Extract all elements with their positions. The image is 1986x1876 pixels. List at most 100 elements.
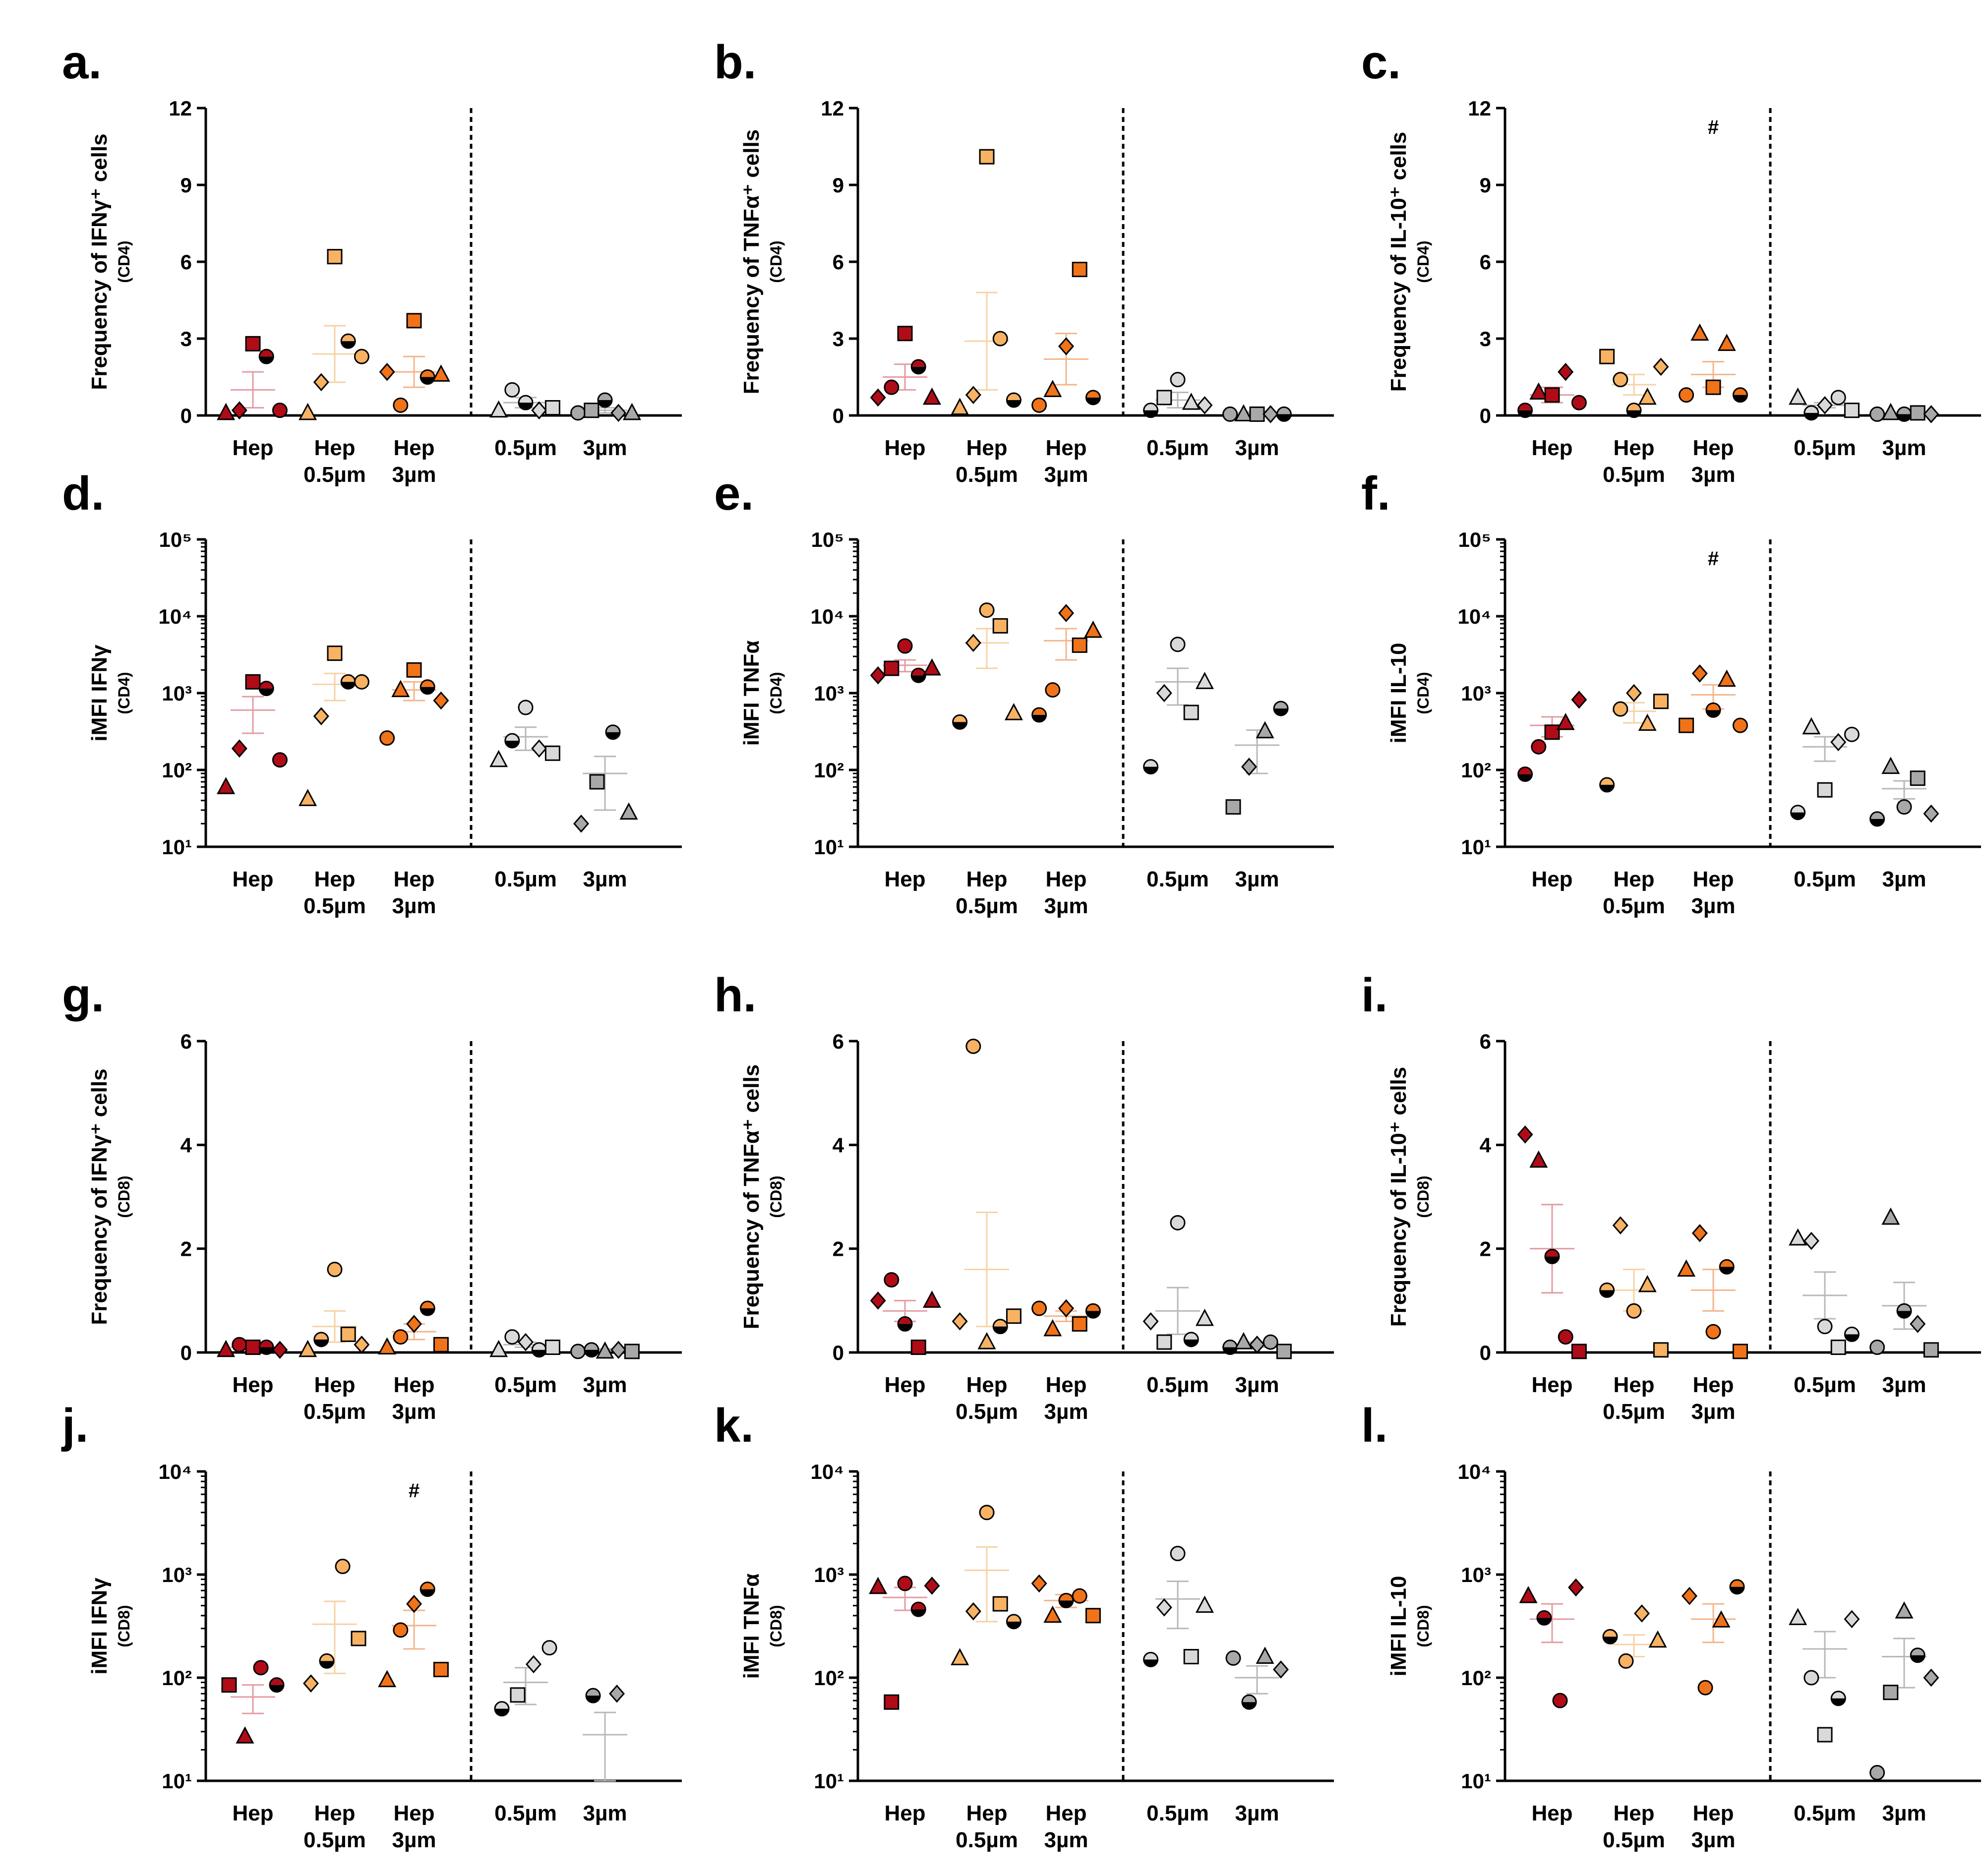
x-category-label: 0.5µm — [1146, 867, 1209, 891]
data-point-circle — [1613, 372, 1628, 388]
y-tick-label: 10¹ — [1461, 835, 1491, 859]
y-axis-sublabel: (CD4) — [115, 240, 133, 283]
data-point-circle — [1618, 1653, 1634, 1669]
x-category-label: 0.5µm — [1603, 1828, 1665, 1852]
data-point-square — [1571, 1344, 1587, 1359]
x-category-label: 3µm — [1691, 894, 1736, 918]
panel-label-e: e. — [714, 467, 754, 520]
y-tick-label: 2 — [181, 1237, 192, 1261]
data-point-circle — [897, 1576, 913, 1591]
x-category-label: Hep — [1045, 1801, 1086, 1825]
data-point-square — [979, 149, 995, 165]
y-tick-label: 10⁴ — [811, 605, 844, 628]
y-tick-label: 0 — [1480, 1341, 1491, 1364]
x-category-label: Hep — [393, 867, 434, 891]
x-category-label: Hep — [884, 436, 925, 460]
data-point-square — [1910, 405, 1926, 421]
x-category-label: Hep — [1045, 1373, 1086, 1397]
data-point-square — [1225, 799, 1241, 815]
x-category-label: Hep — [1531, 1801, 1572, 1825]
significance-mark: # — [409, 1480, 420, 1502]
x-category-label: Hep — [1531, 436, 1572, 460]
y-tick-label: 3 — [1480, 327, 1491, 351]
y-axis-sublabel: (CD8) — [767, 1175, 785, 1218]
data-point-half-circle — [319, 1653, 335, 1669]
data-point-half-circle — [1896, 1303, 1912, 1319]
significance-mark: # — [1708, 548, 1719, 570]
data-point-half-circle — [605, 724, 621, 740]
data-point-square — [624, 1344, 640, 1359]
x-category-label: Hep — [1531, 1373, 1572, 1397]
data-point-triangle — [622, 403, 641, 420]
x-category-label: Hep — [232, 867, 273, 891]
significance-mark: # — [1708, 117, 1719, 138]
data-point-diamond — [1568, 1578, 1584, 1597]
x-category-label: 0.5µm — [303, 894, 366, 918]
data-point-half-circle — [992, 1319, 1008, 1335]
data-point-diamond — [1691, 1224, 1708, 1242]
x-category-label: 3µm — [1691, 463, 1736, 487]
data-point-square — [1653, 694, 1669, 709]
data-point-square — [544, 745, 560, 761]
data-point-triangle — [1638, 387, 1657, 405]
x-category-label: 3µm — [392, 1400, 436, 1424]
x-category-label: 3µm — [583, 1801, 627, 1825]
data-point-triangle — [1789, 1228, 1807, 1246]
panel-h: h. 0 2 4 6 Frequency of TNFα⁺ cells (CD8) Hep He… — [714, 969, 1334, 1424]
data-point-triangle — [1789, 1608, 1807, 1625]
data-point-diamond — [573, 815, 589, 833]
data-point-half-circle — [504, 733, 520, 749]
data-point-triangle — [1195, 672, 1214, 689]
x-category-label: 0.5µm — [1603, 894, 1665, 918]
data-point-diamond — [1910, 1315, 1926, 1333]
y-axis-label: iMFI IL-10 — [1386, 643, 1411, 744]
data-point-square — [1817, 1727, 1833, 1743]
data-point-half-circle — [1031, 707, 1047, 723]
data-point-triangle — [1182, 392, 1201, 410]
data-point-square — [1883, 1685, 1899, 1700]
y-axis-label: Frequency of IL-10⁺ cells — [1386, 132, 1411, 392]
data-point-triangle — [378, 1337, 397, 1355]
data-point-square — [1732, 1344, 1748, 1359]
data-point-diamond — [303, 1674, 319, 1693]
y-tick-label: 10² — [1461, 759, 1491, 782]
y-axis-label: iMFI IFNγ — [87, 645, 112, 742]
data-point-diamond — [870, 666, 886, 685]
data-point-circle — [1558, 1329, 1573, 1345]
y-axis-sublabel: (CD4) — [1414, 240, 1432, 283]
data-point-triangle — [1234, 404, 1253, 421]
x-category-label: 0.5µm — [1603, 1400, 1665, 1424]
data-point-circle — [1869, 406, 1885, 422]
data-point-circle — [1869, 1765, 1885, 1781]
data-point-circle — [1705, 1324, 1721, 1340]
data-point-half-circle — [1910, 1647, 1926, 1663]
data-point-circle — [1679, 387, 1694, 403]
y-tick-label: 6 — [833, 250, 844, 274]
data-point-circle — [1072, 1588, 1087, 1604]
x-category-label: 3µm — [1882, 436, 1926, 460]
data-point-half-circle — [1085, 1303, 1101, 1319]
data-point-half-circle — [1544, 1248, 1560, 1264]
data-point-triangle — [1043, 380, 1062, 397]
y-tick-label: 10³ — [1461, 1563, 1491, 1586]
data-point-triangle — [922, 658, 941, 676]
data-point-half-circle — [1058, 1592, 1074, 1608]
y-axis-sublabel: (CD8) — [115, 1605, 133, 1647]
data-point-circle — [1817, 1319, 1833, 1335]
data-point-circle — [232, 1337, 247, 1352]
data-point-half-circle — [1241, 1694, 1257, 1710]
data-point-circle — [327, 1262, 343, 1278]
y-axis-label: iMFI TNFα — [739, 1574, 764, 1679]
data-point-triangle — [431, 364, 450, 382]
x-category-label: Hep — [966, 1801, 1007, 1825]
data-point-half-circle — [1143, 759, 1159, 775]
y-tick-label: 10⁴ — [1458, 1460, 1492, 1483]
data-point-circle — [1225, 1650, 1241, 1666]
data-point-half-circle — [1844, 1326, 1860, 1342]
data-point-triangle — [1638, 1275, 1657, 1292]
data-point-circle — [570, 1344, 586, 1359]
data-point-square — [406, 662, 422, 678]
data-point-diamond — [531, 401, 547, 419]
data-point-triangle — [1195, 1308, 1214, 1326]
